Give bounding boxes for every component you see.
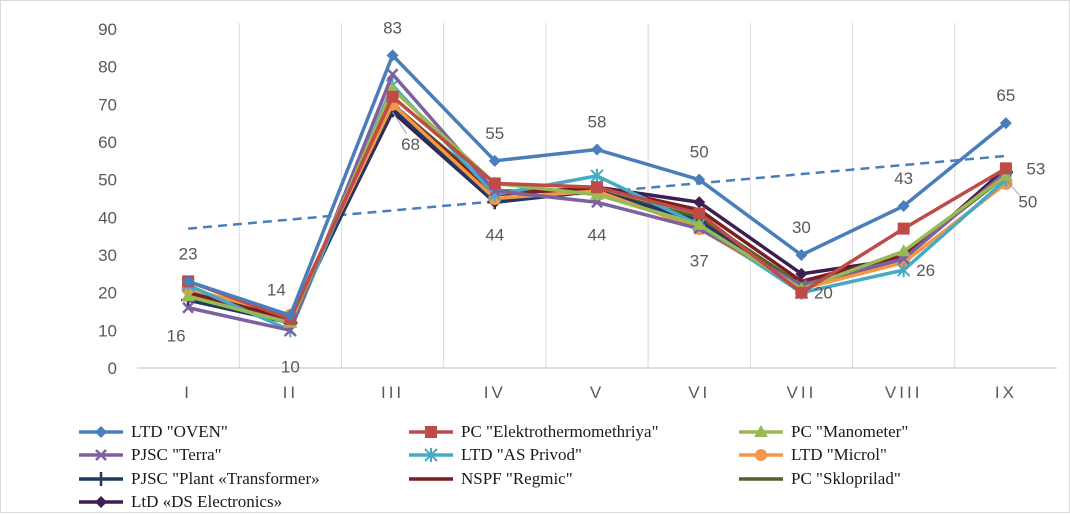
legend-marker-shape xyxy=(755,449,767,461)
legend-label: PJSC "Plant «Transformer» xyxy=(131,469,320,489)
legend-swatch xyxy=(407,448,455,462)
y-tick-label: 30 xyxy=(98,246,117,265)
x-tick-label: V xyxy=(590,383,604,402)
data-label: 20 xyxy=(814,284,833,303)
legend-swatch xyxy=(77,448,125,462)
data-label: 37 xyxy=(690,252,709,271)
data-label: 58 xyxy=(588,113,607,132)
legend-marker xyxy=(425,426,437,438)
data-point xyxy=(1000,162,1012,174)
y-tick-label: 70 xyxy=(98,95,117,114)
legend-swatch xyxy=(407,425,455,439)
legend-row: LTD "OVEN" PC "Elektrothermomethriya" PC "… xyxy=(77,420,1067,444)
legend-row: PJSC "Plant «Transformer» NSPF "Regmic" PC… xyxy=(77,467,1067,491)
y-tick-label: 50 xyxy=(98,171,117,190)
legend-row: PJSC "Terra" LTD "AS Privod" LTD "Microl" xyxy=(77,444,1067,468)
legend-marker xyxy=(94,472,108,486)
data-point xyxy=(489,177,501,189)
x-tick-label: I xyxy=(184,383,192,402)
legend-label: LTD "OVEN" xyxy=(131,422,228,442)
legend-label: PC "Elektrothermomethriya" xyxy=(461,422,659,442)
data-point xyxy=(693,208,705,220)
data-label: 26 xyxy=(916,261,935,280)
legend-item: NSPF "Regmic" xyxy=(407,469,737,489)
legend: LTD "OVEN" PC "Elektrothermomethriya" PC "… xyxy=(77,420,1067,514)
legend-label: LTD "Microl" xyxy=(791,445,887,465)
legend-swatch xyxy=(407,472,455,486)
legend-label: LtD «DS Electronics» xyxy=(131,492,282,512)
y-tick-label: 0 xyxy=(108,359,117,378)
data-label: 68 xyxy=(401,135,420,154)
legend-item: PJSC "Plant «Transformer» xyxy=(77,469,407,489)
data-label: 16 xyxy=(167,327,186,346)
legend-item: PC "Elektrothermomethriya" xyxy=(407,422,737,442)
data-label: 14 xyxy=(267,280,286,299)
legend-marker-shape xyxy=(95,426,107,438)
legend-swatch xyxy=(737,448,785,462)
x-tick-label: VI xyxy=(688,383,710,402)
x-tick-label: VIII xyxy=(885,383,923,402)
legend-marker xyxy=(95,426,107,438)
legend-marker-shape xyxy=(95,496,107,508)
legend-label: LTD "AS Privod" xyxy=(461,445,582,465)
legend-item: LtD «DS Electronics» xyxy=(77,492,415,512)
legend-swatch xyxy=(737,472,785,486)
data-label: 10 xyxy=(281,357,300,376)
data-label: 44 xyxy=(485,225,504,244)
series-line xyxy=(188,104,1006,319)
y-tick-label: 40 xyxy=(98,208,117,227)
data-label: 83 xyxy=(383,18,402,37)
data-label: 50 xyxy=(1018,193,1037,212)
legend-item: LTD "Microl" xyxy=(737,445,1067,465)
data-label: 30 xyxy=(792,218,811,237)
data-label: 55 xyxy=(485,124,504,143)
x-tick-label: IX xyxy=(995,383,1017,402)
series-3 xyxy=(183,69,1011,335)
data-point xyxy=(591,144,603,156)
data-point xyxy=(387,91,399,103)
y-tick-label: 90 xyxy=(98,20,117,39)
data-label: 50 xyxy=(690,143,709,162)
legend-label: PC "Manometer" xyxy=(791,422,908,442)
data-point xyxy=(591,181,603,193)
legend-label: NSPF "Regmic" xyxy=(461,469,573,489)
y-tick-label: 20 xyxy=(98,284,117,303)
y-tick-label: 10 xyxy=(98,321,117,340)
series-line xyxy=(188,104,1006,322)
legend-marker xyxy=(95,496,107,508)
y-tick-label: 80 xyxy=(98,58,117,77)
data-label: 65 xyxy=(996,86,1015,105)
legend-swatch xyxy=(737,425,785,439)
legend-item: PJSC "Terra" xyxy=(77,445,407,465)
legend-item: PC "Skloprilad" xyxy=(737,469,1067,489)
legend-marker-shape xyxy=(425,426,437,438)
legend-marker xyxy=(755,449,767,461)
data-label: 23 xyxy=(179,244,198,263)
legend-swatch xyxy=(77,495,125,509)
legend-row: LtD «DS Electronics» xyxy=(77,491,1067,514)
x-tick-label: II xyxy=(283,383,298,402)
legend-swatch xyxy=(77,472,125,486)
data-point xyxy=(795,287,807,299)
data-label: 44 xyxy=(588,225,607,244)
legend-label: PC "Skloprilad" xyxy=(791,469,901,489)
legend-swatch xyxy=(77,425,125,439)
data-label: 43 xyxy=(894,169,913,188)
legend-label: PJSC "Terra" xyxy=(131,445,222,465)
x-tick-label: VII xyxy=(787,383,817,402)
legend-item: PC "Manometer" xyxy=(737,422,1067,442)
data-point xyxy=(898,223,910,235)
legend-item: LTD "OVEN" xyxy=(77,422,407,442)
x-tick-label: IV xyxy=(484,383,506,402)
legend-item: LTD "AS Privod" xyxy=(407,445,737,465)
legend-marker-shape xyxy=(94,472,108,486)
y-tick-label: 60 xyxy=(98,133,117,152)
data-label: 53 xyxy=(1026,159,1045,178)
x-tick-label: III xyxy=(381,383,404,402)
